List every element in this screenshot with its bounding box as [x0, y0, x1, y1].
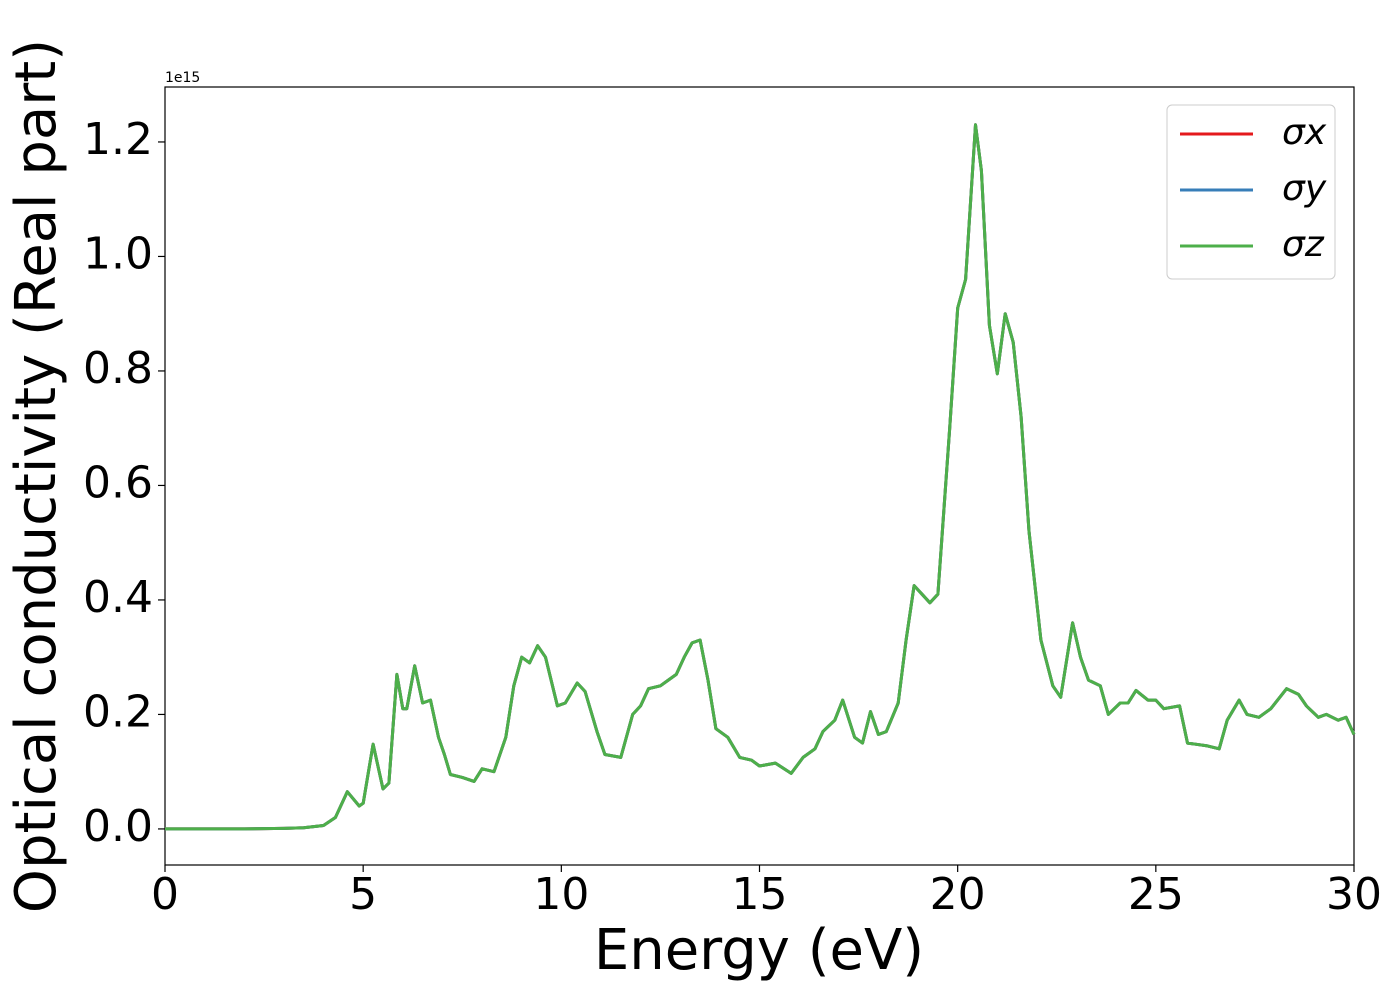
x-tick-label: 20 — [930, 869, 986, 920]
x-tick-label: 25 — [1128, 869, 1184, 920]
y-tick-label: 0.2 — [83, 686, 153, 737]
legend-label: σz — [1282, 224, 1325, 265]
x-axis-label: Energy (eV) — [594, 918, 924, 983]
legend-label: σx — [1282, 112, 1327, 153]
y-tick-label: 0.6 — [83, 457, 153, 508]
x-tick-label: 15 — [732, 869, 788, 920]
offset-label: 1e15 — [165, 70, 200, 86]
x-tick-label: 10 — [533, 869, 589, 920]
y-tick-label: 1.0 — [83, 228, 153, 279]
series-line — [165, 123, 1356, 831]
legend-label: σy — [1282, 168, 1327, 209]
x-tick-label: 30 — [1326, 869, 1382, 920]
x-tick-label: 5 — [349, 869, 377, 920]
y-tick-label: 0.8 — [83, 343, 153, 394]
y-tick-label: 0.0 — [83, 801, 153, 852]
y-tick-label: 1.2 — [83, 114, 153, 165]
y-axis-label: Optical conductivity (Real part) — [4, 39, 69, 913]
y-tick-label: 0.4 — [83, 572, 153, 623]
legend-box — [1166, 104, 1336, 280]
x-tick-label: 0 — [151, 869, 179, 920]
